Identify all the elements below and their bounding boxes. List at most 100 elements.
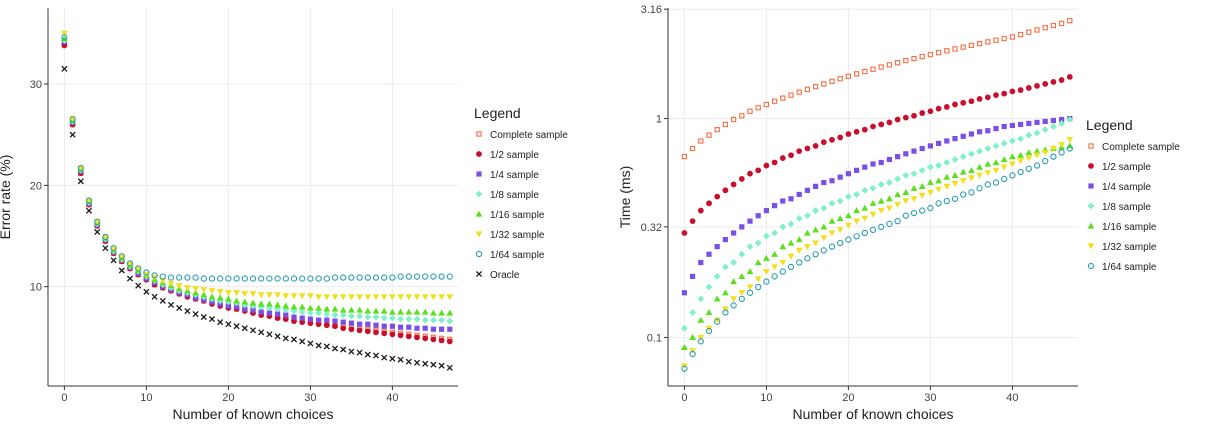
legend-label: 1/16 sample	[490, 210, 545, 221]
data-point-1-8-sample	[836, 197, 844, 205]
data-point-complete-sample	[853, 71, 860, 77]
data-point-1-8-sample	[1041, 126, 1049, 134]
data-point-1-64-sample	[85, 197, 93, 204]
data-point-1-2-sample	[397, 332, 404, 339]
data-point-1-8-sample	[754, 239, 762, 247]
data-point-1-2-sample	[291, 318, 297, 325]
data-point-1-32-sample	[968, 175, 975, 182]
data-point-oracle	[208, 316, 216, 323]
data-point-1-4-sample	[1001, 123, 1007, 130]
data-point-1-32-sample	[804, 244, 811, 251]
data-point-1-4-sample	[439, 326, 445, 332]
data-point-1-64-sample	[126, 260, 134, 267]
data-point-1-8-sample	[976, 147, 983, 155]
x-tick-label: 30	[304, 392, 316, 404]
data-point-1-64-sample	[217, 275, 224, 282]
data-point-1-2-sample	[315, 321, 322, 328]
data-point-1-4-sample	[1018, 121, 1024, 128]
data-point-1-32-sample	[77, 165, 85, 172]
data-point-1-2-sample	[755, 167, 762, 174]
data-point-1-64-sample	[69, 116, 76, 123]
data-point-1-32-sample	[828, 230, 836, 237]
data-point-1-4-sample	[422, 325, 428, 331]
data-point-1-32-sample	[249, 291, 257, 298]
data-point-1-16-sample	[389, 308, 396, 315]
grid	[48, 8, 458, 386]
data-point-1-2-sample	[911, 112, 917, 119]
data-point-1-4-sample	[919, 145, 925, 152]
data-point-complete-sample	[812, 83, 819, 90]
data-point-1-32-sample	[730, 296, 737, 303]
legend: Legend Complete sample 1/2 sample 1/4 sampl…	[1086, 117, 1180, 273]
legend-marker-1-64-sample	[475, 250, 483, 258]
data-point-1-8-sample	[298, 308, 306, 316]
data-point-1-8-sample	[331, 311, 339, 319]
data-point-complete-sample	[804, 86, 811, 92]
data-point-1-2-sample	[438, 337, 445, 344]
data-point-1-32-sample	[421, 294, 429, 301]
data-point-1-16-sample	[266, 300, 273, 307]
data-point-1-32-sample	[315, 294, 322, 301]
data-point-complete-sample	[1050, 22, 1057, 29]
data-point-complete-sample	[845, 73, 852, 79]
data-point-1-8-sample	[845, 193, 852, 201]
data-point-oracle	[356, 349, 363, 356]
data-point-1-64-sample	[927, 204, 934, 212]
series-1-64-sample	[61, 34, 453, 282]
data-point-1-4-sample	[398, 324, 404, 330]
data-point-1-8-sample	[446, 317, 454, 325]
data-point-1-16-sample	[307, 304, 314, 311]
legend-marker-oracle	[475, 270, 483, 278]
series-1-64-sample	[681, 145, 1073, 372]
data-point-1-8-sample	[356, 312, 363, 320]
legend-item-1-2-sample: 1/2 sample	[476, 150, 539, 161]
data-point-1-2-sample	[356, 327, 363, 334]
data-point-1-64-sample	[266, 275, 273, 282]
data-point-1-8-sample	[438, 316, 445, 324]
data-point-1-32-sample	[746, 284, 754, 291]
data-point-1-32-sample	[85, 197, 93, 204]
data-point-1-32-sample	[959, 178, 967, 185]
data-point-1-8-sample	[689, 309, 696, 316]
data-point-1-64-sample	[307, 275, 314, 282]
data-point-1-32-sample	[102, 234, 109, 241]
data-point-1-64-sample	[290, 275, 298, 282]
data-point-1-2-sample	[348, 326, 355, 333]
data-point-oracle	[372, 352, 380, 359]
data-point-1-4-sample	[755, 213, 761, 219]
legend-label: 1/2 sample	[1102, 162, 1151, 173]
data-point-1-16-sample	[886, 195, 893, 202]
data-point-1-64-sample	[853, 233, 860, 240]
data-point-1-32-sample	[233, 290, 240, 297]
data-point-1-32-sample	[380, 294, 388, 301]
data-point-1-8-sample	[1017, 135, 1024, 142]
data-point-1-32-sample	[713, 317, 721, 324]
data-point-1-64-sample	[315, 275, 322, 282]
x-tick-label: 10	[140, 392, 152, 404]
data-point-1-2-sample	[796, 148, 803, 155]
series-1-8-sample	[61, 37, 454, 325]
x-tick-label: 40	[386, 392, 398, 404]
data-point-oracle	[159, 297, 166, 304]
data-point-1-2-sample	[935, 105, 942, 112]
data-point-1-64-sample	[405, 273, 412, 280]
data-point-1-16-sample	[894, 191, 901, 198]
data-points	[61, 30, 454, 371]
data-point-oracle	[192, 310, 199, 318]
data-point-1-4-sample	[878, 159, 884, 166]
data-point-complete-sample	[1009, 34, 1016, 40]
data-point-1-64-sample	[135, 265, 142, 272]
data-point-1-32-sample	[225, 290, 232, 297]
data-point-1-64-sample	[143, 269, 150, 276]
y-tick-label: 30	[30, 79, 42, 91]
data-point-1-4-sample	[804, 187, 810, 193]
data-point-1-64-sample	[200, 275, 207, 282]
data-point-1-16-sample	[225, 295, 232, 302]
data-point-oracle	[225, 321, 232, 328]
y-tick-label: 0.1	[647, 332, 662, 344]
data-point-1-16-sample	[763, 254, 770, 261]
y-axis-title: Time (ms)	[617, 166, 633, 228]
data-point-1-64-sample	[919, 207, 926, 214]
data-point-1-4-sample	[780, 198, 786, 204]
data-point-1-4-sample	[365, 321, 371, 327]
